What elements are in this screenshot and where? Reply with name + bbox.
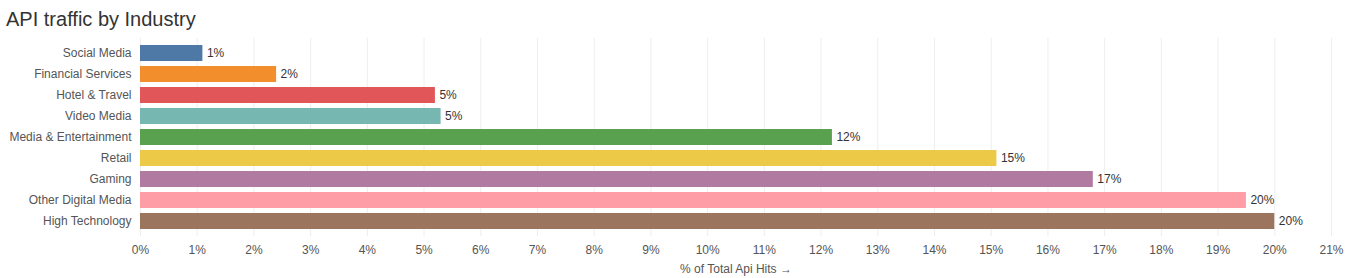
svg-text:Retail: Retail xyxy=(101,151,132,165)
svg-text:Financial Services: Financial Services xyxy=(34,67,131,81)
svg-text:5%: 5% xyxy=(415,243,433,257)
svg-text:Gaming: Gaming xyxy=(89,172,131,186)
svg-text:14%: 14% xyxy=(922,243,946,257)
svg-text:1%: 1% xyxy=(207,46,225,60)
svg-text:20%: 20% xyxy=(1279,214,1303,228)
svg-text:0%: 0% xyxy=(132,243,150,257)
svg-text:12%: 12% xyxy=(836,130,860,144)
svg-text:6%: 6% xyxy=(472,243,490,257)
svg-text:3%: 3% xyxy=(302,243,320,257)
svg-text:Social Media: Social Media xyxy=(63,46,132,60)
svg-text:Media & Entertainment: Media & Entertainment xyxy=(9,130,132,144)
svg-text:1%: 1% xyxy=(189,243,207,257)
svg-text:Other Digital Media: Other Digital Media xyxy=(29,193,132,207)
svg-text:13%: 13% xyxy=(866,243,890,257)
svg-text:10%: 10% xyxy=(696,243,720,257)
svg-text:9%: 9% xyxy=(642,243,660,257)
svg-text:8%: 8% xyxy=(586,243,604,257)
svg-text:15%: 15% xyxy=(979,243,1003,257)
svg-text:19%: 19% xyxy=(1206,243,1230,257)
svg-text:17%: 17% xyxy=(1093,243,1117,257)
svg-text:5%: 5% xyxy=(445,109,463,123)
svg-text:Hotel & Travel: Hotel & Travel xyxy=(56,88,131,102)
svg-text:17%: 17% xyxy=(1097,172,1121,186)
svg-text:4%: 4% xyxy=(359,243,377,257)
svg-text:20%: 20% xyxy=(1250,193,1274,207)
svg-text:% of Total Api Hits →: % of Total Api Hits → xyxy=(680,262,792,276)
svg-text:20%: 20% xyxy=(1263,243,1287,257)
svg-text:16%: 16% xyxy=(1036,243,1060,257)
svg-text:7%: 7% xyxy=(529,243,547,257)
svg-text:18%: 18% xyxy=(1149,243,1173,257)
svg-text:2%: 2% xyxy=(245,243,263,257)
svg-text:2%: 2% xyxy=(281,67,299,81)
svg-text:15%: 15% xyxy=(1001,151,1025,165)
svg-text:Video Media: Video Media xyxy=(65,109,132,123)
svg-text:11%: 11% xyxy=(753,243,776,257)
svg-text:High Technology: High Technology xyxy=(43,214,132,228)
svg-text:5%: 5% xyxy=(439,88,457,102)
html-text:API traffic by Industry: API traffic by Industry xyxy=(6,8,196,30)
svg-text:21%: 21% xyxy=(1319,243,1343,257)
svg-text:12%: 12% xyxy=(809,243,833,257)
